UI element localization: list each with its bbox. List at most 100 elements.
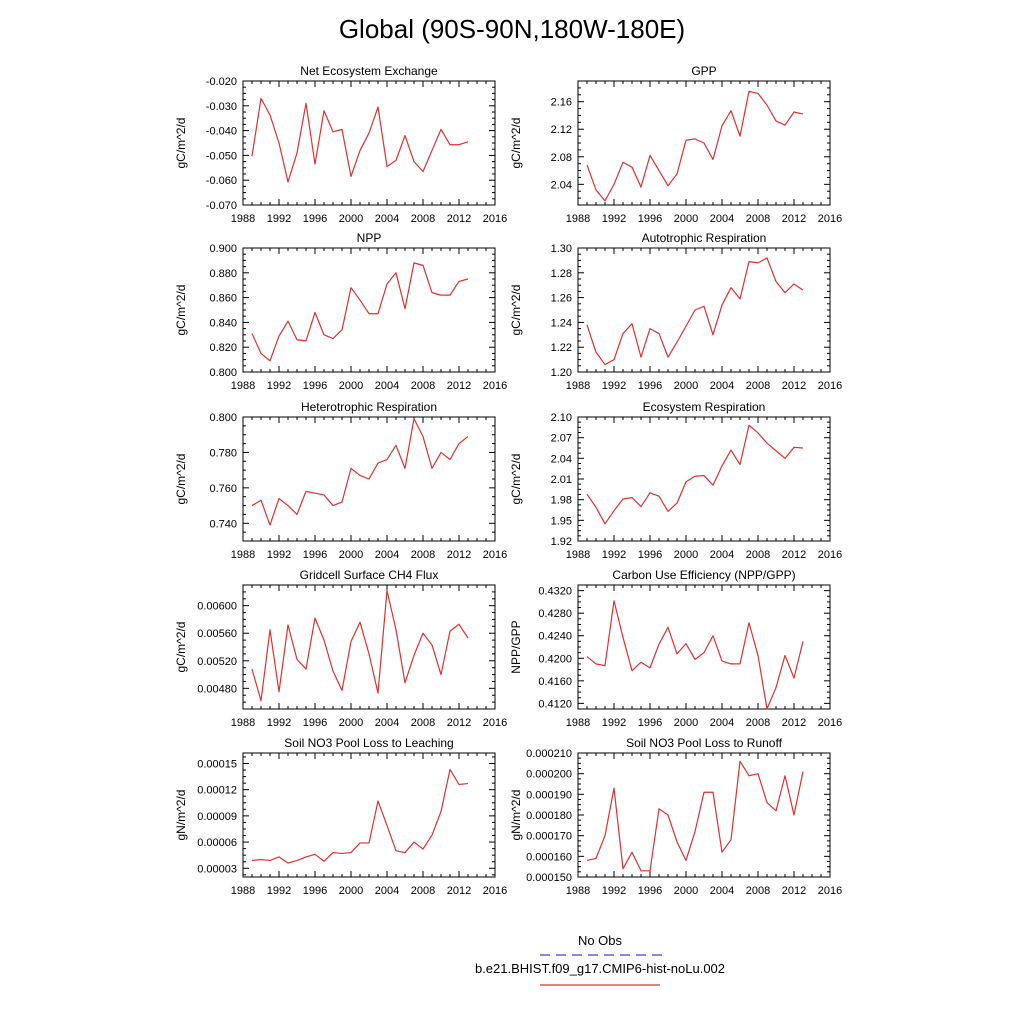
x-tick-label: 1992 bbox=[602, 213, 626, 225]
y-tick-label: 0.00012 bbox=[197, 785, 237, 797]
x-tick-label: 2000 bbox=[674, 885, 698, 897]
x-tick-label: 1988 bbox=[566, 549, 590, 561]
y-tick-label: 0.800 bbox=[209, 412, 237, 424]
chart-title: Soil NO3 Pool Loss to Runoff bbox=[626, 736, 783, 750]
chart-title: Autotrophic Respiration bbox=[642, 231, 767, 245]
x-tick-label: 2004 bbox=[375, 380, 399, 392]
x-tick-label: 2004 bbox=[710, 380, 734, 392]
y-tick-label: 2.01 bbox=[551, 474, 572, 486]
plot-frame bbox=[242, 247, 496, 373]
x-tick-label: 2008 bbox=[746, 717, 770, 729]
x-tick-label: 2016 bbox=[818, 213, 842, 225]
series-line bbox=[251, 418, 469, 526]
x-tick-label: 2008 bbox=[411, 549, 435, 561]
x-tick-label: 2016 bbox=[818, 717, 842, 729]
x-tick-label: 2012 bbox=[447, 717, 471, 729]
chart-panel: Net Ecosystem Exchange gC/m^2/d 1988 1992 19… bbox=[174, 64, 507, 225]
x-tick-label: 1988 bbox=[231, 549, 255, 561]
chart-title: Ecosystem Respiration bbox=[643, 400, 766, 414]
y-tick-label: 0.4160 bbox=[538, 676, 572, 688]
x-tick-label: 2004 bbox=[710, 213, 734, 225]
x-tick-label: 2000 bbox=[674, 717, 698, 729]
x-tick-label: 1992 bbox=[267, 380, 291, 392]
chart-panel: GPP gC/m^2/d 1988 1992 1996 2000 2004 2008 2012 2… bbox=[509, 64, 842, 225]
series-line bbox=[586, 257, 804, 366]
x-tick-label: 1996 bbox=[638, 380, 662, 392]
x-tick-label: 2008 bbox=[411, 717, 435, 729]
plot-frame bbox=[242, 584, 496, 710]
x-tick-label: 2012 bbox=[782, 549, 806, 561]
y-tick-label: 2.08 bbox=[551, 152, 572, 164]
y-tick-label: 1.95 bbox=[551, 515, 572, 527]
y-tick-label: 0.820 bbox=[209, 342, 237, 354]
x-tick-label: 1996 bbox=[303, 213, 327, 225]
y-axis-label: NPP/GPP bbox=[509, 620, 523, 673]
y-axis-label: gC/m^2/d bbox=[509, 454, 523, 505]
x-tick-label: 2016 bbox=[818, 885, 842, 897]
plot-frame bbox=[242, 80, 496, 206]
y-tick-label: 0.900 bbox=[209, 243, 237, 255]
x-tick-label: 1996 bbox=[638, 213, 662, 225]
x-tick-label: 2016 bbox=[483, 380, 507, 392]
y-tick-label: 0.000160 bbox=[526, 851, 572, 863]
chart-panel: Carbon Use Efficiency (NPP/GPP) NPP/GPP 19… bbox=[509, 568, 842, 729]
x-tick-label: 2008 bbox=[411, 213, 435, 225]
x-tick-label: 2000 bbox=[674, 549, 698, 561]
y-tick-label: 0.00520 bbox=[197, 656, 237, 668]
y-tick-label: 0.4280 bbox=[538, 608, 572, 620]
x-tick-label: 2004 bbox=[375, 549, 399, 561]
x-tick-label: 1988 bbox=[231, 717, 255, 729]
y-tick-label: 2.16 bbox=[551, 97, 572, 109]
series-line bbox=[586, 760, 804, 872]
y-tick-label: 1.98 bbox=[551, 495, 572, 507]
x-tick-label: 2008 bbox=[746, 549, 770, 561]
x-tick-label: 1996 bbox=[638, 549, 662, 561]
x-tick-label: 2004 bbox=[710, 549, 734, 561]
y-tick-label: 0.000170 bbox=[526, 831, 572, 843]
x-tick-label: 2012 bbox=[782, 717, 806, 729]
series-line bbox=[586, 424, 804, 525]
y-tick-label: 0.740 bbox=[209, 518, 237, 530]
x-tick-label: 2000 bbox=[339, 213, 363, 225]
x-tick-label: 1988 bbox=[566, 717, 590, 729]
x-tick-label: 1992 bbox=[602, 885, 626, 897]
x-tick-label: 2004 bbox=[375, 717, 399, 729]
x-tick-label: 2008 bbox=[746, 213, 770, 225]
x-tick-label: 2008 bbox=[746, 380, 770, 392]
x-tick-label: 2004 bbox=[375, 213, 399, 225]
chart-panel: Autotrophic Respiration gC/m^2/d 1988 1992 1… bbox=[509, 231, 842, 392]
x-tick-label: 1992 bbox=[267, 885, 291, 897]
x-tick-label: 2004 bbox=[710, 717, 734, 729]
y-tick-label: 0.00009 bbox=[197, 811, 237, 823]
x-tick-label: 1992 bbox=[602, 549, 626, 561]
x-tick-label: 1996 bbox=[303, 717, 327, 729]
y-tick-label: 0.800 bbox=[209, 367, 237, 379]
chart-panel: Heterotrophic Respiration gC/m^2/d 1988 199… bbox=[174, 400, 507, 561]
y-tick-label: 0.780 bbox=[209, 447, 237, 459]
y-tick-label: 0.760 bbox=[209, 483, 237, 495]
chart-title: Gridcell Surface CH4 Flux bbox=[300, 568, 439, 582]
y-tick-label: -0.050 bbox=[206, 150, 237, 162]
x-tick-label: 2000 bbox=[339, 549, 363, 561]
x-tick-label: 2008 bbox=[746, 885, 770, 897]
y-tick-label: 0.860 bbox=[209, 293, 237, 305]
y-tick-label: 0.4320 bbox=[538, 586, 572, 598]
legend-label: b.e21.BHIST.f09_g17.CMIP6-hist-noLu.002 bbox=[475, 961, 725, 976]
x-tick-label: 2012 bbox=[447, 885, 471, 897]
x-tick-label: 1996 bbox=[303, 380, 327, 392]
x-tick-label: 2000 bbox=[674, 213, 698, 225]
y-tick-label: 0.000190 bbox=[526, 789, 572, 801]
y-tick-label: 0.880 bbox=[209, 268, 237, 280]
x-tick-label: 1988 bbox=[566, 213, 590, 225]
chart-panel: NPP gC/m^2/d 1988 1992 1996 2000 2004 2008 2012 2… bbox=[174, 231, 507, 392]
y-tick-label: 1.22 bbox=[551, 342, 572, 354]
y-tick-label: 0.4240 bbox=[538, 631, 572, 643]
x-tick-label: 2004 bbox=[375, 885, 399, 897]
series-line bbox=[251, 97, 469, 183]
legend-label: No Obs bbox=[578, 933, 623, 948]
x-tick-label: 1988 bbox=[231, 213, 255, 225]
series-line bbox=[586, 600, 804, 710]
y-axis-label: gC/m^2/d bbox=[509, 118, 523, 169]
plot-frame bbox=[577, 416, 831, 542]
